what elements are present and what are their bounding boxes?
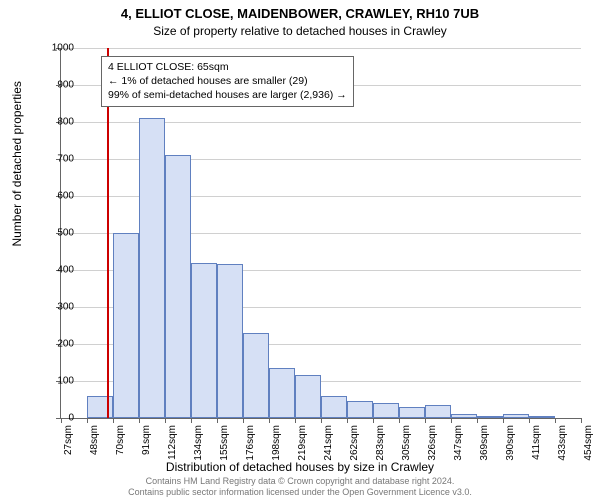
xtick-mark [165,418,166,423]
xtick-label: 305sqm [401,425,412,461]
footer-attribution: Contains HM Land Registry data © Crown c… [0,476,600,499]
histogram-bar [347,401,373,418]
xtick-mark [347,418,348,423]
gridline [61,48,581,49]
xtick-label: 262sqm [349,425,360,461]
histogram-bar [243,333,269,418]
xtick-label: 454sqm [583,425,594,461]
xtick-label: 112sqm [167,425,178,460]
xtick-label: 155sqm [219,425,230,461]
xtick-label: 283sqm [375,425,386,461]
xtick-mark [139,418,140,423]
histogram-bar [477,416,503,418]
xtick-mark [529,418,530,423]
ytick-label: 700 [34,154,74,165]
histogram-bar [191,263,217,418]
x-axis-label: Distribution of detached houses by size … [0,460,600,474]
ytick-label: 500 [34,228,74,239]
xtick-mark [191,418,192,423]
ytick-label: 800 [34,117,74,128]
histogram-bar [295,375,321,418]
histogram-bar [373,403,399,418]
ytick-label: 600 [34,191,74,202]
xtick-label: 48sqm [89,425,100,455]
xtick-mark [269,418,270,423]
ytick-label: 300 [34,302,74,313]
footer-line1: Contains HM Land Registry data © Crown c… [0,476,600,487]
xtick-label: 70sqm [115,425,126,455]
ytick-label: 100 [34,376,74,387]
xtick-mark [581,418,582,423]
info-line-smaller: ← 1% of detached houses are smaller (29) [108,74,347,88]
xtick-label: 219sqm [297,425,308,461]
histogram-bar [399,407,425,418]
ytick-label: 400 [34,265,74,276]
info-line-property: 4 ELLIOT CLOSE: 65sqm [108,60,347,74]
xtick-label: 241sqm [323,425,334,461]
ytick-label: 900 [34,80,74,91]
chart-title-address: 4, ELLIOT CLOSE, MAIDENBOWER, CRAWLEY, R… [0,6,600,21]
xtick-mark [373,418,374,423]
xtick-label: 176sqm [245,425,256,461]
xtick-mark [295,418,296,423]
footer-line2: Contains public sector information licen… [0,487,600,498]
xtick-label: 347sqm [453,425,464,461]
xtick-label: 91sqm [141,425,152,455]
ytick-label: 200 [34,339,74,350]
xtick-label: 27sqm [63,425,74,455]
chart-subtitle: Size of property relative to detached ho… [0,24,600,38]
xtick-label: 198sqm [271,425,282,461]
xtick-mark [399,418,400,423]
xtick-label: 326sqm [427,425,438,461]
histogram-bar [139,118,165,418]
xtick-mark [113,418,114,423]
xtick-mark [243,418,244,423]
ytick-label: 1000 [34,43,74,54]
xtick-mark [477,418,478,423]
histogram-bar [425,405,451,418]
info-box: 4 ELLIOT CLOSE: 65sqm ← 1% of detached h… [101,56,354,107]
xtick-label: 411sqm [531,425,542,460]
info-line-larger: 99% of semi-detached houses are larger (… [108,88,347,102]
xtick-mark [555,418,556,423]
histogram-bar [321,396,347,418]
plot-area: 4 ELLIOT CLOSE: 65sqm ← 1% of detached h… [60,48,581,419]
histogram-bar [503,414,529,418]
y-axis-label: Number of detached properties [10,81,24,246]
xtick-label: 134sqm [193,425,204,461]
xtick-mark [217,418,218,423]
chart-container: 4, ELLIOT CLOSE, MAIDENBOWER, CRAWLEY, R… [0,0,600,500]
histogram-bar [269,368,295,418]
histogram-bar [529,416,555,418]
xtick-label: 390sqm [505,425,516,461]
xtick-label: 433sqm [557,425,568,461]
ytick-label: 0 [34,413,74,424]
xtick-mark [425,418,426,423]
histogram-bar [217,264,243,418]
histogram-bar [113,233,139,418]
xtick-label: 369sqm [479,425,490,461]
xtick-mark [451,418,452,423]
histogram-bar [165,155,191,418]
histogram-bar [451,414,477,418]
xtick-mark [87,418,88,423]
xtick-mark [321,418,322,423]
xtick-mark [503,418,504,423]
